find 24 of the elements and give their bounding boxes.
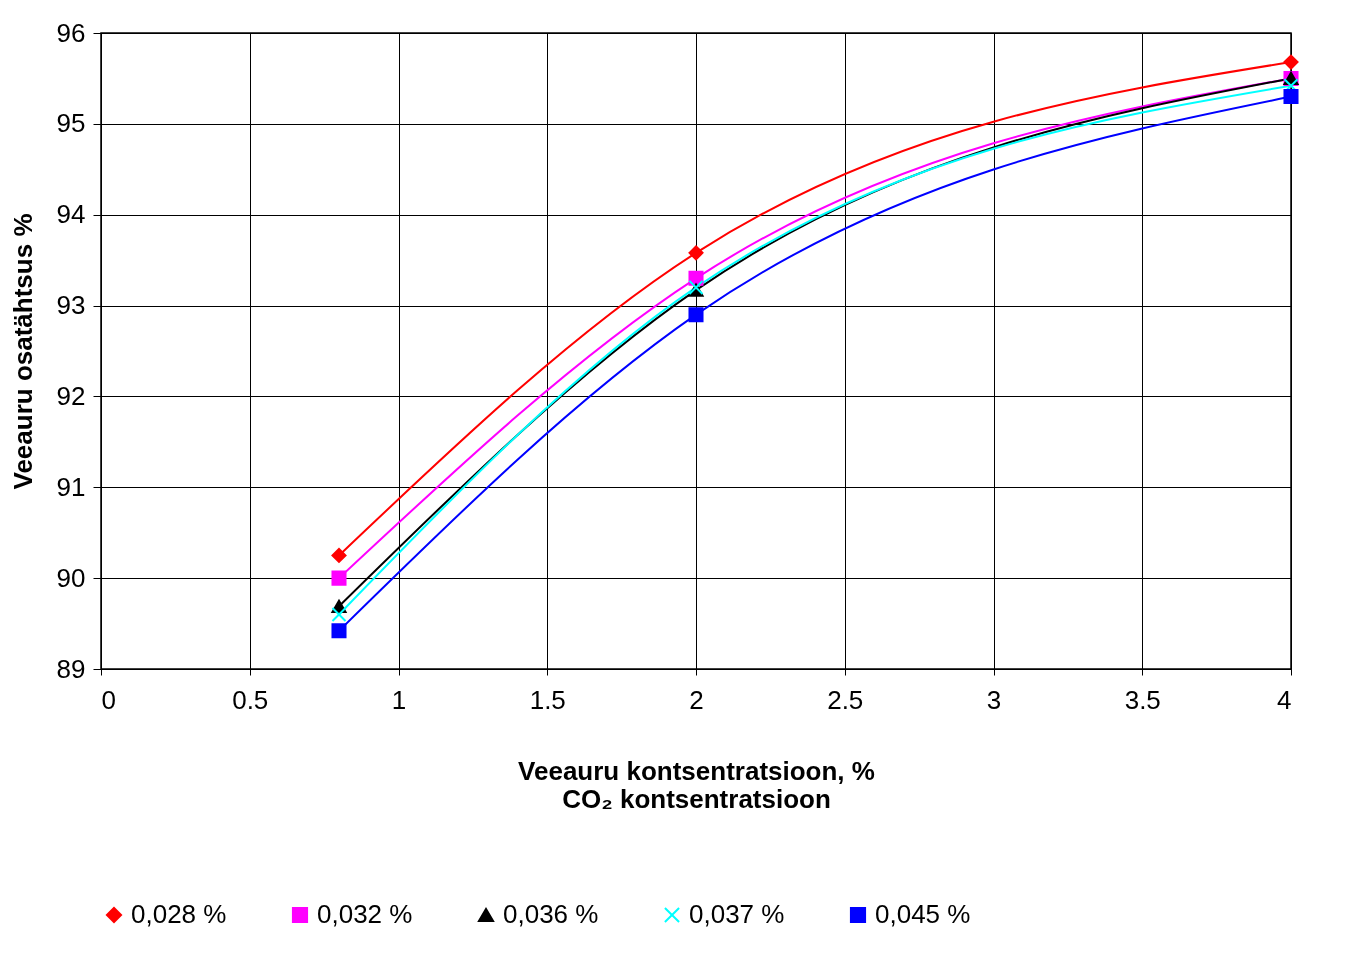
x-tick-label: 4 xyxy=(1277,684,1292,715)
legend-label: 0,045 % xyxy=(875,899,971,929)
x-tick-label: 1.5 xyxy=(529,684,566,715)
legend-label: 0,032 % xyxy=(317,899,413,929)
y-tick-label: 91 xyxy=(56,471,86,502)
y-tick-label: 96 xyxy=(56,17,86,48)
y-tick-label: 93 xyxy=(56,290,86,321)
y-tick-label: 92 xyxy=(56,380,86,411)
legend-label: 0,036 % xyxy=(503,899,599,929)
x-tick-label: 0.5 xyxy=(232,684,269,715)
x-tick-label: 2.5 xyxy=(827,684,864,715)
y-axis-title: Veeauru osatähtsus % xyxy=(7,213,38,490)
legend-label: 0,037 % xyxy=(689,899,785,929)
y-tick-label: 94 xyxy=(56,199,86,230)
x-tick-label: 2 xyxy=(689,684,704,715)
y-tick-label: 95 xyxy=(56,108,86,139)
y-tick-label: 90 xyxy=(56,562,86,593)
x-tick-label: 0 xyxy=(101,684,116,715)
x-tick-label: 1 xyxy=(391,684,407,715)
x-tick-label: 3.5 xyxy=(1124,684,1161,715)
x-axis-title: Veeauru kontsentratsioon, % CO₂ kontsentratsioon xyxy=(518,755,875,814)
y-tick-label: 89 xyxy=(56,653,86,684)
x-tick-label: 3 xyxy=(986,684,1002,715)
legend-label: 0,028 % xyxy=(131,899,227,929)
